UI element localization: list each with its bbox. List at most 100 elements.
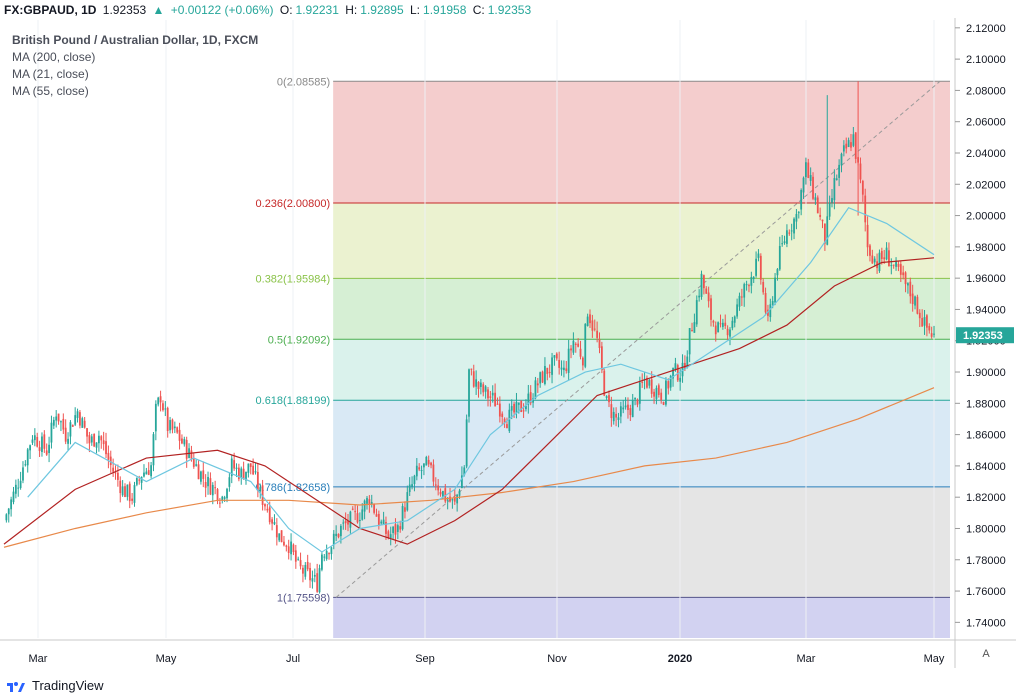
candle-body bbox=[128, 483, 131, 502]
candle-body bbox=[404, 507, 406, 512]
candle-body bbox=[767, 309, 769, 316]
candle-body bbox=[116, 472, 119, 480]
legend-ma21[interactable]: MA (21, close) bbox=[12, 67, 89, 81]
candle-body bbox=[24, 464, 27, 466]
candle-body bbox=[833, 178, 836, 201]
candle-body bbox=[43, 434, 46, 449]
candle-body bbox=[342, 522, 345, 524]
fib-level-label: 0.5(1.92092) bbox=[268, 334, 330, 346]
candle-body bbox=[909, 281, 912, 297]
candle-body bbox=[347, 520, 349, 525]
candle-body bbox=[458, 490, 461, 496]
candle-body bbox=[273, 522, 276, 525]
candle-body bbox=[470, 368, 473, 370]
candle-body bbox=[442, 491, 444, 497]
candle-body bbox=[297, 558, 300, 560]
candle-body bbox=[491, 392, 494, 396]
tradingview-logo[interactable]: TradingView bbox=[6, 678, 104, 693]
candle-body bbox=[57, 413, 60, 422]
candle-body bbox=[254, 471, 257, 473]
candle-body bbox=[19, 480, 22, 488]
y-tick-label: 1.88000 bbox=[966, 398, 1006, 410]
candle-body bbox=[665, 380, 667, 405]
candle-body bbox=[339, 525, 342, 537]
candle-body bbox=[911, 293, 914, 305]
candle-body bbox=[484, 386, 487, 392]
candle-body bbox=[356, 513, 359, 523]
candle-body bbox=[686, 356, 689, 368]
candle-body bbox=[79, 412, 81, 426]
candle-body bbox=[332, 533, 335, 545]
y-tick-label: 1.80000 bbox=[966, 523, 1006, 535]
x-tick-label: Mar bbox=[29, 653, 48, 665]
close-label: C: bbox=[472, 3, 485, 17]
candle-body bbox=[107, 452, 110, 460]
candle-body bbox=[603, 370, 606, 396]
legend-ma200[interactable]: MA (200, close) bbox=[12, 50, 96, 64]
candle-body bbox=[321, 554, 323, 570]
candle-body bbox=[261, 485, 264, 505]
candle-body bbox=[335, 533, 338, 537]
candle-body bbox=[147, 470, 150, 475]
auto-scale-button[interactable]: A bbox=[982, 648, 990, 660]
legend-ma55[interactable]: MA (55, close) bbox=[12, 84, 89, 98]
candle-body bbox=[164, 408, 167, 410]
fib-zone bbox=[333, 278, 950, 340]
candle-body bbox=[456, 494, 459, 504]
candle-body bbox=[584, 324, 587, 367]
candle-body bbox=[921, 317, 924, 327]
candle-body bbox=[572, 340, 575, 353]
candle-body bbox=[247, 463, 250, 473]
candle-body bbox=[252, 465, 255, 475]
x-tick-label: 2020 bbox=[668, 653, 692, 665]
low-value: 1.91958 bbox=[423, 3, 467, 17]
candle-body bbox=[577, 343, 580, 347]
candle-body bbox=[781, 243, 784, 245]
candle-body bbox=[883, 257, 886, 260]
candle-body bbox=[759, 255, 762, 280]
y-tick-label: 1.86000 bbox=[966, 430, 1006, 442]
candle-body bbox=[399, 526, 402, 530]
candle-body bbox=[864, 195, 867, 223]
candle-body bbox=[223, 497, 226, 499]
candle-body bbox=[266, 508, 269, 511]
candle-body bbox=[873, 258, 876, 263]
candle-body bbox=[242, 468, 245, 480]
candle-body bbox=[124, 486, 126, 497]
candle-body bbox=[489, 396, 492, 398]
candle-body bbox=[788, 232, 791, 234]
symbol-label[interactable]: FX:GBPAUD, 1D bbox=[4, 3, 97, 17]
candle-body bbox=[750, 276, 753, 286]
candle-body bbox=[275, 525, 278, 538]
candle-body bbox=[396, 525, 399, 532]
candle-body bbox=[463, 467, 466, 476]
candle-body bbox=[349, 511, 352, 528]
candle-body bbox=[831, 198, 833, 203]
candle-body bbox=[700, 273, 703, 297]
candle-body bbox=[475, 379, 478, 387]
candle-body bbox=[190, 450, 193, 459]
candle-body bbox=[622, 407, 625, 410]
last-price-badge bbox=[956, 327, 1014, 344]
y-tick-label: 1.96000 bbox=[966, 273, 1006, 285]
candle-body bbox=[724, 322, 727, 327]
candle-body bbox=[218, 502, 221, 504]
candle-body bbox=[669, 375, 672, 388]
candle-body bbox=[112, 467, 115, 472]
candle-body bbox=[86, 428, 88, 437]
candle-body bbox=[487, 389, 489, 399]
candle-body bbox=[510, 406, 513, 411]
candle-body bbox=[432, 464, 435, 482]
candle-body bbox=[444, 488, 447, 502]
candle-body bbox=[33, 435, 36, 441]
x-tick-label: Mar bbox=[797, 653, 816, 665]
candle-body bbox=[45, 450, 48, 455]
candle-body bbox=[928, 326, 931, 331]
candle-body bbox=[29, 445, 31, 451]
tradingview-brand: TradingView bbox=[32, 678, 104, 693]
candle-body bbox=[26, 449, 29, 466]
candle-body bbox=[574, 343, 577, 345]
candle-body bbox=[114, 472, 117, 474]
candle-body bbox=[721, 322, 724, 327]
